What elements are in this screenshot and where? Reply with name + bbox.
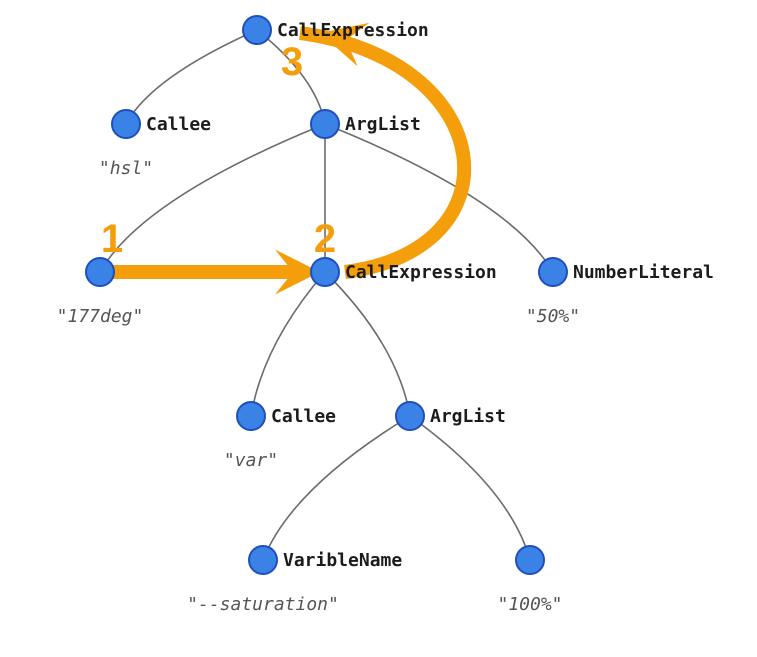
tree-edge — [100, 124, 325, 272]
node-circle — [237, 402, 265, 430]
node-arglist2: ArgList — [396, 402, 506, 430]
leaf-value: "hsl" — [99, 158, 153, 179]
node-label: ArgList — [430, 406, 506, 427]
step-number-1: 1 — [101, 217, 123, 261]
node-callee2: Callee "var" — [224, 402, 336, 471]
node-leaf100: "100%" — [497, 546, 562, 615]
node-circle — [249, 546, 277, 574]
leaf-value: "177deg" — [57, 306, 144, 327]
node-label: ArgList — [345, 114, 421, 135]
node-callexpr2: CallExpression — [311, 258, 497, 286]
node-circle — [86, 258, 114, 286]
node-label: Callee — [271, 406, 336, 427]
tree-edge — [325, 124, 553, 272]
node-circle — [243, 16, 271, 44]
node-label: Callee — [146, 114, 211, 135]
nodes-layer: CallExpression Callee "hsl" ArgList "177deg"… — [57, 16, 714, 615]
node-circle — [112, 110, 140, 138]
node-circle — [516, 546, 544, 574]
step-number-3: 3 — [281, 40, 303, 84]
node-circle — [311, 110, 339, 138]
step-number-2: 2 — [314, 217, 336, 261]
tree-edge — [325, 272, 410, 416]
leaf-value: "100%" — [497, 594, 562, 615]
node-label: CallExpression — [345, 262, 497, 283]
node-numlit2: NumberLiteral "50%" — [526, 258, 714, 327]
node-arglist1: ArgList — [311, 110, 421, 138]
leaf-value: "--saturation" — [187, 594, 339, 615]
node-circle — [539, 258, 567, 286]
steps-layer: 1 2 3 — [101, 40, 336, 261]
node-label: NumberLiteral — [573, 262, 714, 283]
tree-edge — [251, 272, 325, 416]
node-root: CallExpression — [243, 16, 429, 44]
leaf-value: "var" — [224, 450, 278, 471]
tree-edge — [263, 416, 410, 560]
node-circle — [396, 402, 424, 430]
tree-edge — [126, 30, 257, 124]
node-circle — [311, 258, 339, 286]
tree-edge — [410, 416, 530, 560]
leaf-value: "50%" — [526, 306, 580, 327]
node-label: VaribleName — [283, 550, 402, 571]
node-callee1: Callee "hsl" — [99, 110, 211, 179]
node-varname: VaribleName "--saturation" — [187, 546, 402, 615]
node-label: CallExpression — [277, 20, 429, 41]
